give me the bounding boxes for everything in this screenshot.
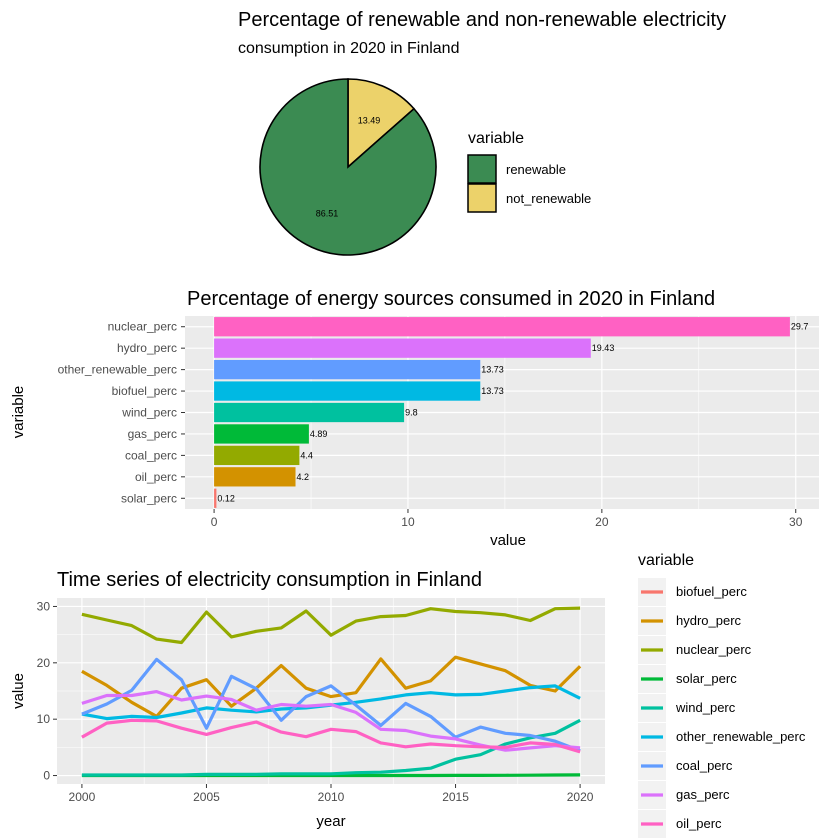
bar-category-label-hydro-perc: hydro_perc (117, 341, 177, 355)
bar-category-label-nuclear-perc: nuclear_perc (108, 320, 177, 334)
bar-panel: Percentage of energy sources consumed in… (10, 288, 819, 549)
pie-slice-label-renewable: 86.51 (316, 209, 339, 219)
pie-title: Percentage of renewable and non-renewabl… (238, 9, 726, 31)
bar-x-tick-label: 30 (789, 515, 803, 529)
bar-category-label-coal-perc: coal_perc (125, 448, 177, 462)
pie-slice-not-renewable (347, 78, 416, 169)
bar-hydro-perc (214, 338, 591, 358)
line-legend-title: variable (638, 552, 694, 569)
line-legend-label-oil-perc: oil_perc (676, 816, 722, 831)
bar-value-label-nuclear-perc: 29.7 (791, 322, 809, 332)
bar-category-label-other-renewable-perc: other_renewable_perc (58, 363, 177, 377)
line-legend-label-other-renewable-perc: other_renewable_perc (676, 729, 806, 744)
line-legend-label-gas-perc: gas_perc (676, 787, 730, 802)
line-y-tick-label: 20 (37, 656, 51, 670)
line-title: Time series of electricity consumption i… (57, 569, 482, 591)
bar-marks (214, 317, 790, 508)
bar-category-label-biofuel-perc: biofuel_perc (112, 384, 177, 398)
bar-value-label-coal-perc: 4.4 (300, 450, 313, 460)
bar-value-labels: 29.7 19.43 13.73 13.73 9.8 4.89 4.4 4.2 0.12 (217, 322, 808, 504)
line-series-coal-perc (81, 657, 581, 753)
line-legend: variable biofuel_perc hydro_perc nuclear_p… (638, 552, 806, 838)
bar-coal-perc (214, 445, 300, 466)
bar-x-ticks: 0 10 20 30 (211, 509, 803, 529)
bar-value-label-hydro-perc: 19.43 (592, 343, 615, 353)
line-panel: Time series of electricity consumption i… (10, 552, 806, 838)
pie-slices (259, 78, 437, 256)
line-legend-label-nuclear-perc: nuclear_perc (676, 642, 752, 657)
bar-value-label-gas-perc: 4.89 (310, 429, 328, 439)
line-x-ticks: 2000 2005 2010 2015 2020 (69, 784, 594, 804)
line-legend-label-wind-perc: wind_perc (675, 700, 736, 715)
bar-category-labels: nuclear_perc hydro_perc other_renewable_pe… (58, 320, 185, 505)
line-x-tick-label: 2005 (193, 790, 220, 804)
line-legend-label-solar-perc: solar_perc (676, 671, 737, 686)
pie-legend-key-not-renewable (467, 183, 497, 213)
pie-legend-label-renewable: renewable (506, 162, 566, 177)
bar-gas-perc (214, 424, 309, 444)
pie-panel: Percentage of renewable and non-renewabl… (238, 9, 726, 256)
line-x-axis-title: year (316, 813, 345, 830)
pie-slice-renewable (259, 78, 437, 256)
bar-oil-perc (214, 467, 296, 487)
bar-x-axis-title: value (490, 532, 526, 549)
pie-legend-key-renewable (467, 154, 497, 184)
pie-subtitle: consumption in 2020 in Finland (238, 40, 459, 57)
bar-category-label-gas-perc: gas_perc (128, 427, 177, 441)
line-series-oil-perc (81, 718, 581, 754)
bar-category-label-solar-perc: solar_perc (121, 491, 177, 505)
bar-wind-perc (214, 402, 405, 423)
bar-other-renewable-perc (214, 359, 481, 380)
bar-biofuel-perc (214, 381, 481, 401)
line-series (81, 606, 582, 778)
bar-title: Percentage of energy sources consumed in… (187, 288, 715, 310)
line-x-tick-label: 2020 (567, 790, 594, 804)
pie-legend-title: variable (468, 130, 524, 147)
bar-x-tick-label: 10 (401, 515, 415, 529)
line-x-tick-label: 2000 (69, 790, 96, 804)
bar-value-label-other-renewable-perc: 13.73 (481, 365, 504, 375)
line-legend-label-biofuel-perc: biofuel_perc (676, 584, 747, 599)
pie-legend-label-not-renewable: not_renewable (506, 191, 591, 206)
bar-solar-perc (214, 488, 217, 508)
line-legend-label-hydro-perc: hydro_perc (676, 613, 742, 628)
bar-value-label-biofuel-perc: 13.73 (481, 386, 504, 396)
bar-value-label-solar-perc: 0.12 (217, 493, 235, 503)
line-y-ticks: 0 10 20 30 (37, 599, 57, 783)
bar-x-tick-label: 20 (595, 515, 609, 529)
bar-category-label-wind-perc: wind_perc (121, 406, 177, 420)
pie-slice-label-not-renewable: 13.49 (358, 115, 381, 125)
line-series-hydro-perc (81, 655, 582, 719)
line-y-axis-title: value (10, 673, 27, 709)
pie-slice-labels: 13.49 86.51 (316, 115, 381, 218)
line-legend-items: biofuel_perc hydro_perc nuclear_perc solar_… (638, 578, 806, 838)
line-y-tick-label: 30 (37, 599, 51, 613)
bar-y-axis-title: variable (10, 386, 27, 439)
line-x-tick-label: 2015 (442, 790, 469, 804)
line-legend-label-coal-perc: coal_perc (676, 758, 733, 773)
bar-value-label-oil-perc: 4.2 (297, 472, 310, 482)
bar-x-tick-label: 0 (211, 515, 218, 529)
bar-value-label-wind-perc: 9.8 (405, 408, 418, 418)
line-x-tick-label: 2010 (318, 790, 345, 804)
line-y-tick-label: 10 (37, 712, 51, 726)
bar-category-label-oil-perc: oil_perc (135, 470, 177, 484)
line-series-nuclear-perc (81, 606, 581, 645)
line-y-tick-label: 0 (43, 769, 50, 783)
bar-nuclear-perc (214, 317, 790, 337)
pie-legend: variable renewable not_renewable (467, 130, 591, 213)
